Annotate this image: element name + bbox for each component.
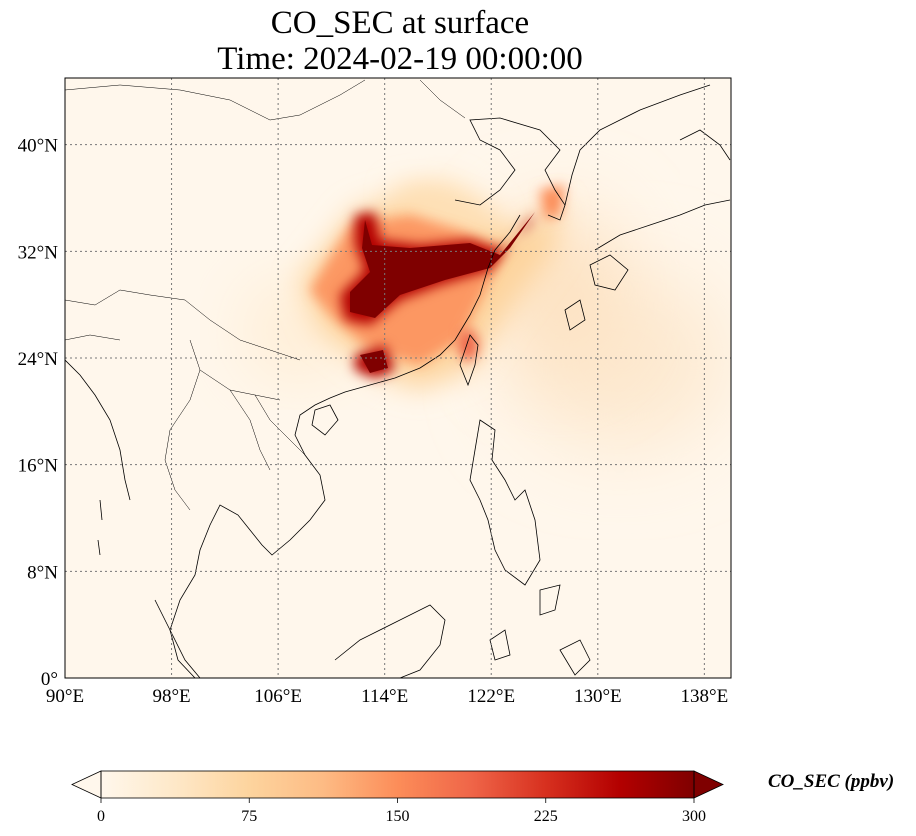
lat-tick-label: 24°N	[18, 349, 59, 370]
colorbar-tick-label: 75	[241, 808, 257, 825]
map-subtitle: Time: 2024-02-19 00:00:00	[217, 41, 583, 77]
country-borders	[65, 79, 466, 511]
lon-tick-label: 106°E	[254, 686, 302, 707]
lon-tick-label: 90°E	[46, 686, 84, 707]
colorbar-tick-label: 225	[534, 808, 558, 825]
map-title: CO_SEC at surface	[270, 5, 530, 41]
lat-axis: 0° 8°N 16°N 24°N 32°N 40°N	[18, 136, 59, 690]
lat-tick-label: 0°	[41, 669, 58, 690]
lon-tick-label: 130°E	[574, 686, 622, 707]
lon-tick-label: 114°E	[361, 686, 408, 707]
colorbar-extend-low	[71, 770, 102, 799]
colorbar-extend-high	[693, 770, 724, 799]
colorbar-gradient	[101, 771, 694, 798]
lat-tick-label: 32°N	[18, 242, 59, 263]
concentration-field	[250, 180, 730, 450]
colorbar: 0 75 150 225 300	[71, 770, 724, 825]
lon-tick-label: 122°E	[467, 686, 515, 707]
lon-axis: 90°E 98°E 106°E 114°E 122°E 130°E 138°E	[46, 686, 728, 707]
colorbar-tick-label: 150	[386, 808, 410, 825]
lat-tick-label: 40°N	[18, 136, 59, 157]
lon-tick-label: 98°E	[152, 686, 190, 707]
gridlines	[65, 78, 731, 678]
lat-tick-label: 16°N	[18, 456, 59, 477]
colorbar-tick-label: 300	[682, 808, 706, 825]
colorbar-tick-label: 0	[97, 808, 105, 825]
colorbar-label: CO_SEC (ppbv)	[768, 771, 895, 792]
lon-tick-label: 138°E	[681, 686, 729, 707]
lat-tick-label: 8°N	[27, 562, 58, 583]
map-frame	[64, 77, 732, 679]
